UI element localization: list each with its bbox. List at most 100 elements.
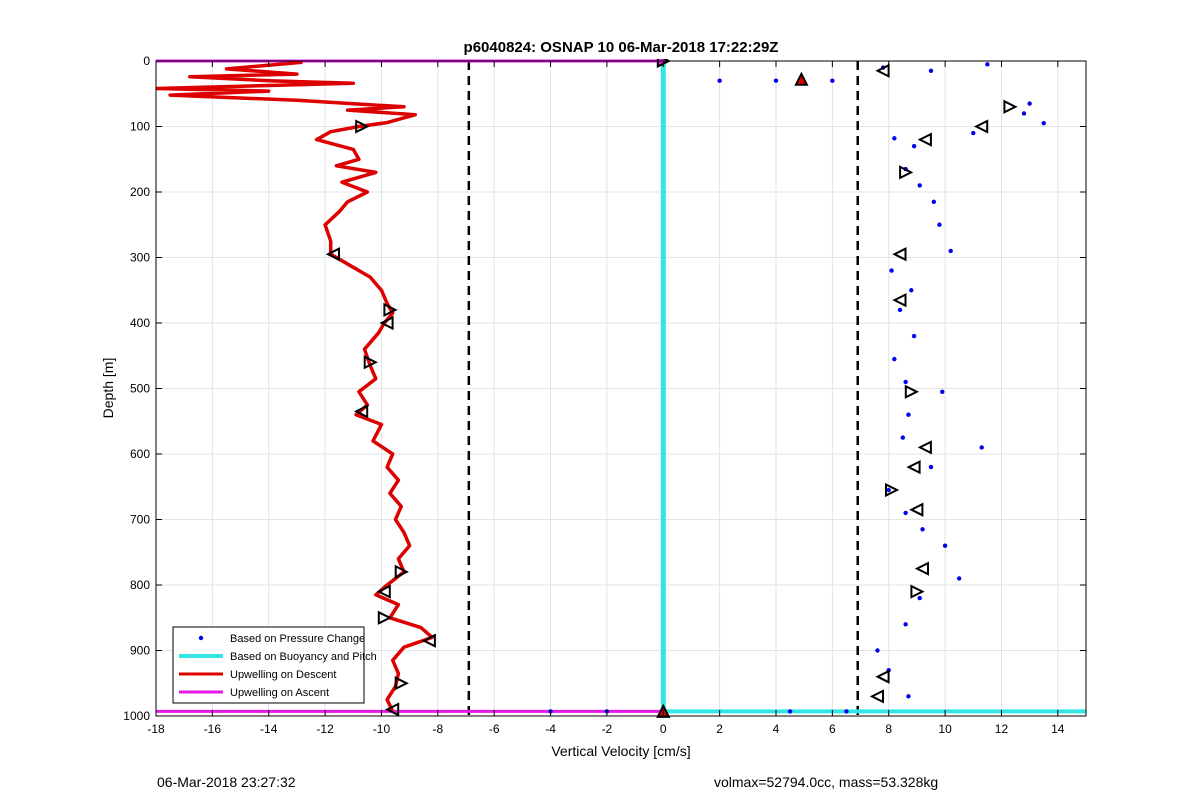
pressure-point [903,379,908,385]
pressure-point [906,694,911,699]
pressure-point [875,648,880,653]
pressure-point [830,78,835,83]
pressure-point [979,445,984,450]
y-tick-label: 800 [130,578,150,592]
pressure-triangle-marker [875,63,890,78]
y-tick-label: 200 [130,185,150,199]
pressure-point [911,143,917,149]
pressure-point [948,248,953,254]
descent-triangle-marker [363,355,378,370]
x-tick-label: 14 [1051,722,1065,736]
x-tick-label: 10 [938,722,952,736]
pressure-triangle-marker [973,119,989,134]
pressure-point [903,622,908,627]
pressure-point [956,576,962,581]
pressure-triangle-marker [906,459,921,475]
x-tick-label: 4 [773,722,780,736]
pressure-triangle-marker [910,584,925,599]
x-tick-label: -4 [545,722,556,736]
legend-label: Upwelling on Descent [230,669,336,681]
descent-triangle-marker [421,633,436,648]
pressure-point [917,595,922,601]
footer-vehicle-info: volmax=52794.0cc, mass=53.328kg [714,774,939,790]
x-tick-label: -18 [147,722,165,736]
pressure-triangle-marker [1003,99,1018,114]
red-triangle-marker [794,71,809,86]
x-tick-label: -8 [432,722,443,736]
pressure-point [909,288,914,293]
data-layer [156,59,1086,718]
legend-label: Based on Pressure Change [230,633,365,645]
chart-title: p6040824: OSNAP 10 06-Mar-2018 17:22:29Z [464,39,779,56]
pressure-point [773,78,779,83]
pressure-point [911,333,917,339]
tick-layer: -18 -16 -14 -12 -10 -8 -6 -4 -2 0 2 4 6 8 10 12 14 0 100 20… [123,54,1086,736]
descent-triangle-marker [383,302,398,318]
x-axis-label: Vertical Velocity [cm/s] [551,743,690,759]
x-tick-label: -14 [260,722,278,736]
x-tick-label: -2 [602,722,613,736]
pressure-triangle-marker [917,132,932,147]
pressure-point [942,543,948,548]
legend-swatch-dot [198,635,204,641]
descent-triangle-marker [355,119,370,134]
pressure-point [717,78,722,83]
pressure-triangle-marker [914,561,929,576]
x-tick-label: -12 [316,722,334,736]
y-tick-label: 1000 [123,709,150,723]
pressure-point [928,464,934,470]
x-tick-label: 6 [829,722,836,736]
x-tick-label: 12 [995,722,1009,736]
pressure-point [787,709,793,714]
pressure-point [937,222,942,227]
y-tick-label: 600 [130,447,150,461]
y-tick-label: 900 [130,644,150,658]
pressure-triangle-marker [899,165,914,180]
pressure-point [844,709,849,714]
pressure-point [892,356,897,362]
pressure-point [971,130,976,136]
legend-label: Based on Buoyancy and Pitch [230,651,377,663]
x-tick-label: 2 [716,722,723,736]
x-tick-label: -10 [373,722,391,736]
descent-triangle-marker [325,247,340,262]
descent-triangle-marker [377,610,393,625]
pressure-point [920,527,925,532]
y-tick-label: 0 [143,54,150,68]
descent-triangle-marker [384,702,400,717]
pressure-triangle-marker [892,247,907,262]
pressure-point [931,199,937,205]
pressure-point [906,412,911,417]
y-tick-label: 300 [130,251,150,265]
x-tick-label: -16 [204,722,222,736]
descent-triangle-marker [376,584,391,599]
pressure-point [889,268,894,273]
descent-triangle-marker [379,315,394,331]
y-tick-label: 500 [130,382,150,396]
pressure-point [897,307,903,313]
legend-label: Upwelling on Ascent [230,687,329,699]
pressure-triangle-marker [909,502,924,517]
pressure-point [1041,121,1046,126]
pressure-point [917,183,922,188]
pressure-point [985,62,990,67]
pressure-triangle-marker [904,384,920,399]
pressure-point [1021,111,1027,116]
pressure-point [900,435,906,440]
footer-timestamp: 06-Mar-2018 23:27:32 [157,774,296,790]
descent-triangle-marker [394,676,409,691]
pressure-triangle-marker [892,292,907,308]
y-tick-label: 400 [130,316,150,330]
pressure-point [940,389,945,394]
descent-triangle-marker [353,404,369,419]
pressure-point [903,510,908,516]
pressure-point [928,68,934,74]
x-tick-label: 0 [660,722,667,736]
pressure-point [1027,101,1032,106]
y-tick-label: 700 [130,513,150,527]
pressure-triangle-marker [869,689,884,704]
pressure-point [892,136,897,141]
legend: Based on Pressure Change Based on Buoyanc… [172,626,377,704]
y-tick-label: 100 [130,120,150,134]
